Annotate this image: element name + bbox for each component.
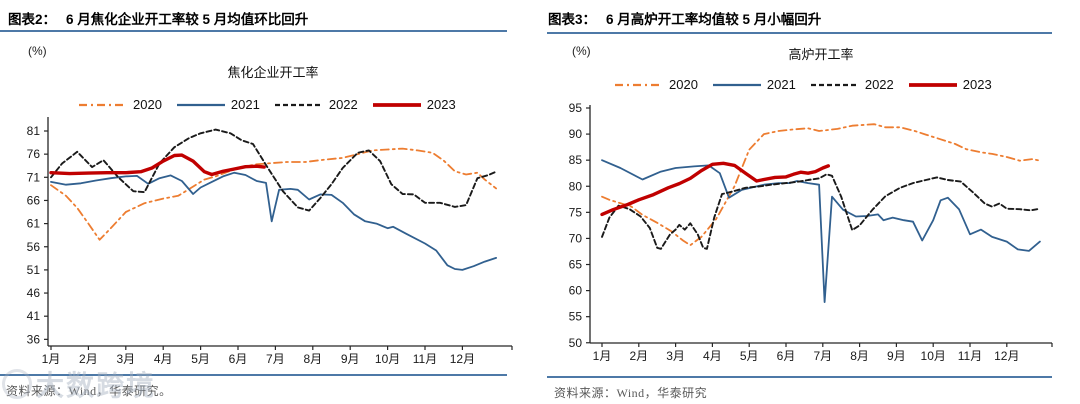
- x-tick-label: 2月: [79, 352, 98, 366]
- y-axis-unit: (%): [572, 44, 591, 58]
- series-line-2023: [49, 153, 266, 177]
- y-tick-label: 36: [27, 332, 41, 346]
- title-divider: [0, 30, 507, 32]
- x-tick-label: 3月: [116, 352, 135, 366]
- legend-label: 2022: [864, 77, 894, 92]
- figure-label: 图表2：: [8, 12, 57, 27]
- x-tick-label: 4月: [703, 349, 722, 363]
- legend-item-2022: 2022: [810, 77, 894, 92]
- legend-label: 2021: [230, 97, 260, 112]
- legend: 2020 2021 2022 2023: [614, 77, 992, 92]
- panel-coking-chart: 图表2： 6 月焦化企业开工率较 5 月均值环比回升 (%) 焦化企业开工率 20…: [0, 8, 513, 401]
- figure-title: 图表2： 6 月焦化企业开工率较 5 月均值环比回升: [8, 8, 510, 28]
- series-line-2020: [601, 123, 1041, 247]
- chart-title: 高炉开工率: [788, 47, 854, 62]
- figure-title-text: 6 月高炉开工率均值较 5 月小幅回升: [606, 12, 822, 27]
- legend-label: 2021: [766, 77, 796, 92]
- x-tick-label: 3月: [666, 349, 685, 363]
- legend-label: 2022: [328, 97, 358, 112]
- x-tick-label: 8月: [850, 349, 869, 363]
- legend-item-2023: 2023: [372, 97, 456, 112]
- x-tick-label: 6月: [229, 352, 248, 366]
- x-tick-label: 12月: [450, 352, 475, 366]
- y-tick-label: 61: [27, 217, 41, 231]
- legend-line-sample-2023: [908, 82, 957, 87]
- title-divider: [547, 32, 1052, 34]
- y-tick-label: 70: [569, 231, 583, 245]
- x-tick-label: 1月: [593, 349, 612, 363]
- source-divider: [0, 374, 507, 376]
- y-tick-label: 51: [27, 263, 41, 277]
- x-tick-label: 9月: [341, 352, 360, 366]
- x-tick-label: 12月: [994, 349, 1019, 363]
- y-tick-label: 85: [569, 153, 583, 167]
- y-tick-label: 55: [569, 310, 583, 324]
- x-tick-label: 2月: [629, 349, 648, 363]
- x-tick-label: 11月: [413, 352, 437, 366]
- series-line-2020: [50, 147, 498, 241]
- legend: 2020 2021 2022 2023: [78, 97, 456, 112]
- x-tick-label: 7月: [813, 349, 832, 363]
- source-note: 资料来源：Wind，华泰研究。: [6, 384, 172, 398]
- y-tick-label: 95: [569, 101, 583, 115]
- source-divider: [547, 376, 1052, 378]
- panel-blast-furnace-chart: 图表3： 6 月高炉开工率均值较 5 月小幅回升 (%) 高炉开工率 2020 20…: [540, 0, 1080, 404]
- x-tick-label: 4月: [154, 352, 173, 366]
- legend-item-2021: 2021: [712, 77, 796, 92]
- legend-label: 2023: [962, 77, 992, 92]
- y-tick-label: 56: [27, 240, 41, 254]
- chart-title: 焦化企业开工率: [227, 65, 319, 80]
- x-tick-label: 9月: [887, 349, 906, 363]
- y-tick-label: 81: [27, 124, 41, 138]
- legend-item-2022: 2022: [274, 97, 358, 112]
- y-tick-label: 65: [569, 258, 583, 272]
- legend-item-2020: 2020: [78, 97, 162, 112]
- x-tick-label: 11月: [958, 349, 982, 363]
- legend-label: 2023: [426, 97, 456, 112]
- figure-label: 图表3：: [548, 12, 597, 27]
- legend-line-sample-2020: [79, 103, 127, 106]
- legend-line-sample-2022: [810, 83, 859, 86]
- y-tick-label: 75: [569, 205, 583, 219]
- series-line-2022: [50, 128, 498, 212]
- y-tick-label: 76: [27, 147, 41, 161]
- legend-item-2021: 2021: [176, 97, 260, 112]
- figure-title: 图表3： 6 月高炉开工率均值较 5 月小幅回升: [548, 8, 1050, 28]
- series-line-2021: [50, 171, 498, 271]
- legend-line-sample-2021: [712, 83, 761, 86]
- series-line-2023: [600, 161, 830, 217]
- x-tick-label: 1月: [42, 352, 61, 366]
- chart-svg-0: 36 41 46 51 56 61 66 71 76 81 1月 2月 3月 4月 5月 6月 7月 8月 9月 10…: [27, 117, 513, 366]
- legend-item-2020: 2020: [614, 77, 698, 92]
- legend-line-sample-2021: [176, 103, 225, 106]
- x-tick-label: 5月: [191, 352, 210, 366]
- y-tick-label: 71: [27, 170, 41, 184]
- legend-label: 2020: [669, 77, 698, 92]
- y-tick-label: 50: [569, 336, 583, 350]
- legend-line-sample-2023: [372, 102, 421, 107]
- y-axis-unit: (%): [28, 44, 47, 58]
- x-tick-label: 8月: [303, 352, 322, 366]
- y-tick-label: 46: [27, 286, 41, 300]
- legend-line-sample-2020: [615, 83, 663, 86]
- y-tick-label: 90: [569, 127, 583, 141]
- source-note: 资料来源：Wind，华泰研究: [554, 386, 708, 400]
- series-line-2021: [601, 159, 1041, 304]
- x-tick-label: 5月: [740, 349, 759, 363]
- legend-item-2023: 2023: [908, 77, 992, 92]
- x-tick-label: 10月: [921, 349, 946, 363]
- series-line-2022: [601, 173, 1041, 250]
- x-tick-label: 10月: [375, 352, 400, 366]
- y-tick-label: 60: [569, 284, 583, 298]
- legend-line-sample-2022: [274, 103, 323, 106]
- x-tick-label: 7月: [266, 352, 285, 366]
- y-tick-label: 41: [27, 309, 41, 323]
- figure-title-text: 6 月焦化企业开工率较 5 月均值环比回升: [66, 12, 309, 27]
- y-tick-label: 80: [569, 179, 583, 193]
- y-tick-label: 66: [27, 193, 41, 207]
- x-tick-label: 6月: [777, 349, 796, 363]
- legend-label: 2020: [133, 97, 162, 112]
